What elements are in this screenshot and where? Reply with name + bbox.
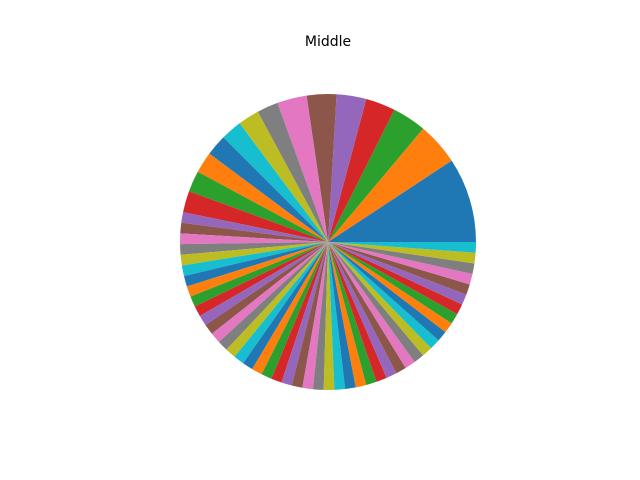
pie-slice	[323, 242, 335, 390]
pie-slice	[328, 242, 463, 315]
pie-slice	[328, 242, 470, 295]
pie-slice	[312, 242, 328, 390]
pie-slice	[190, 242, 328, 307]
pie-slice	[328, 242, 446, 341]
pie-slice	[328, 242, 476, 264]
pie-slice	[302, 242, 328, 390]
pie-slice	[277, 95, 328, 242]
pie-slice	[291, 242, 328, 388]
pie-slice	[328, 242, 475, 275]
pie-slice	[328, 242, 367, 388]
pie-slice	[328, 242, 467, 305]
pie-slice	[257, 102, 328, 242]
pie-slice	[328, 109, 424, 242]
pie-slice	[328, 242, 346, 390]
pie-slice	[211, 242, 328, 342]
pie-slice	[194, 242, 328, 316]
pie-slice	[328, 94, 367, 242]
pie-slice	[205, 242, 328, 334]
pie-slice	[328, 242, 356, 389]
pie-slice	[181, 212, 328, 242]
pie-slice	[180, 242, 328, 266]
pie-slice	[180, 242, 328, 255]
pie-slice	[234, 242, 328, 364]
pie-slice	[328, 242, 424, 362]
pie-slice	[328, 242, 452, 333]
pie-slice	[209, 137, 328, 242]
pie-slice	[328, 242, 397, 378]
pie-slice	[223, 123, 328, 242]
pie-slice	[180, 233, 328, 245]
pie-slice	[328, 99, 395, 242]
pie-slice	[328, 242, 439, 349]
pie-slice	[328, 128, 452, 242]
pie-slice	[226, 242, 328, 357]
pie-slice	[328, 242, 473, 285]
pie-slice	[252, 242, 328, 375]
pie-slice	[239, 111, 328, 242]
pie-slice	[218, 242, 328, 350]
pie-slice	[328, 242, 415, 368]
pie-slice	[328, 242, 432, 356]
pie-slice	[261, 242, 328, 379]
pie-slice	[186, 242, 328, 297]
pie-slice	[183, 242, 328, 287]
pie-slice	[328, 242, 458, 324]
pie-slice	[183, 191, 328, 242]
pie-slice	[197, 153, 328, 242]
pie-slice	[199, 242, 328, 326]
pie-slice	[328, 242, 387, 382]
pie-slice	[328, 242, 476, 253]
pie-slice	[188, 171, 328, 242]
pie-slice	[306, 93, 337, 242]
pie-slice	[181, 242, 328, 277]
pie-slice	[328, 242, 406, 374]
pie-slice	[328, 242, 377, 385]
pie-slice	[243, 242, 328, 370]
pie-slice	[180, 222, 328, 242]
pie-slice	[281, 242, 328, 386]
chart-title: Middle	[304, 34, 352, 50]
pie-slice	[328, 160, 476, 242]
pie-slice	[271, 242, 328, 383]
